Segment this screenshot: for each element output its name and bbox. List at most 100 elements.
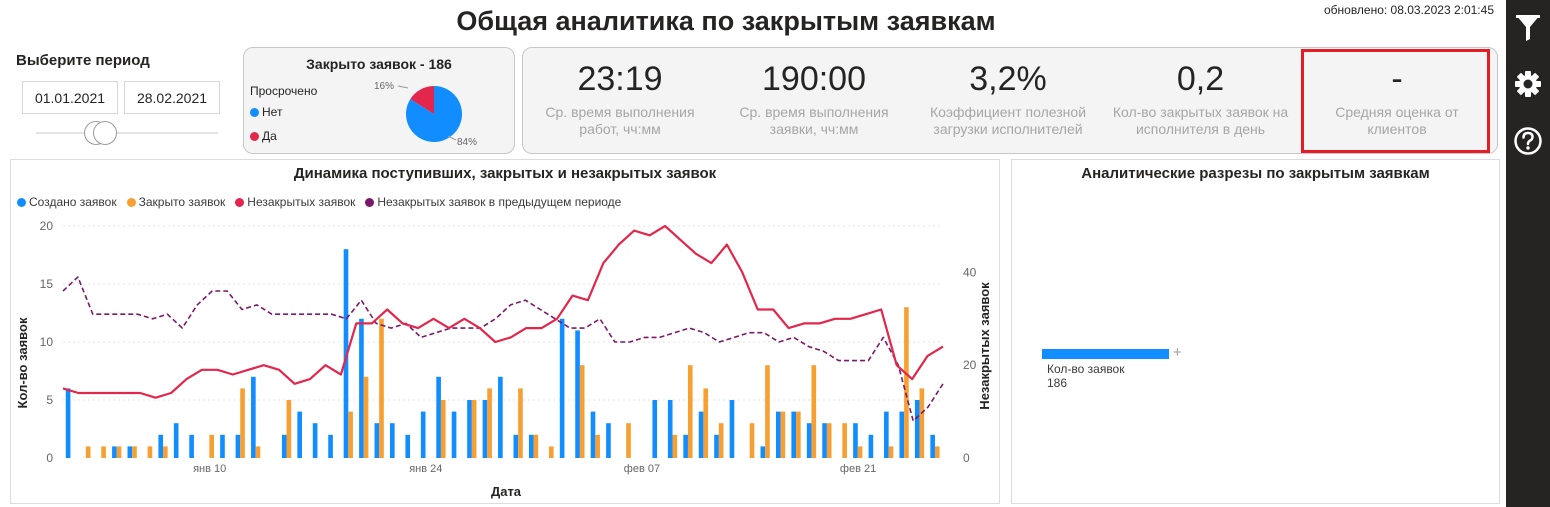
bar-closed bbox=[518, 388, 523, 458]
period-start-input[interactable]: 01.01.2021 bbox=[22, 81, 118, 114]
bar-created bbox=[374, 423, 380, 458]
bar-closed bbox=[857, 446, 863, 458]
bar-closed bbox=[826, 423, 832, 458]
bar-created bbox=[714, 434, 719, 458]
bar-created bbox=[405, 434, 411, 458]
help-icon[interactable] bbox=[1513, 126, 1543, 156]
bar-created bbox=[189, 434, 194, 458]
expand-icon[interactable]: + bbox=[1173, 344, 1182, 361]
bar-closed bbox=[780, 411, 786, 458]
bar-closed bbox=[487, 388, 492, 458]
bar-closed bbox=[240, 388, 245, 458]
bar-closed bbox=[888, 446, 894, 458]
highlight-frame bbox=[1301, 49, 1490, 153]
bar-closed bbox=[796, 411, 801, 458]
bar-closed bbox=[718, 423, 724, 458]
bar-created bbox=[775, 411, 781, 458]
x-axis-label: Дата bbox=[491, 484, 522, 499]
bar-closed bbox=[85, 446, 91, 458]
filter-icon[interactable] bbox=[1513, 13, 1543, 43]
bar-created bbox=[760, 446, 766, 458]
bar-created bbox=[328, 434, 333, 458]
kpi-closed-per-executor: 0,2 Кол-во закрытых заявок на исполнител… bbox=[1108, 48, 1293, 152]
bar-closed bbox=[471, 400, 477, 458]
legend-label: Создано заявок bbox=[29, 195, 117, 209]
bar-closed bbox=[132, 446, 137, 458]
bar-created bbox=[806, 423, 812, 458]
bar-created bbox=[389, 423, 395, 458]
pie-legend-item-no[interactable]: Нет bbox=[250, 105, 282, 119]
pie-legend-title: Просрочено bbox=[250, 84, 318, 98]
legend-item-closed[interactable]: Закрыто заявок bbox=[126, 195, 226, 209]
bar-created bbox=[420, 411, 426, 458]
bar-closed bbox=[626, 423, 631, 458]
x-tick-label: фев 21 bbox=[840, 463, 876, 475]
pie-legend-label: Нет bbox=[262, 105, 283, 119]
pie-legend-item-yes[interactable]: Да bbox=[250, 129, 277, 143]
pie-legend-dot bbox=[250, 131, 259, 141]
bar-created bbox=[451, 411, 457, 458]
bar-created bbox=[914, 400, 920, 458]
pie-chart: 16% 84% bbox=[374, 81, 477, 148]
bar-closed bbox=[363, 376, 369, 458]
bar-closed bbox=[286, 400, 292, 458]
legend-item-open-prev[interactable]: Незакрытых заявок в предыдущем периоде bbox=[365, 195, 621, 209]
line-open-prev-period bbox=[62, 276, 944, 422]
kpi-card: 23:19 Ср. время выполнения работ, чч:мм … bbox=[522, 47, 1498, 154]
kpi-label: Ср. время выполнения работ, чч:мм bbox=[545, 104, 695, 137]
bar-created bbox=[251, 376, 256, 458]
bar-closed bbox=[101, 446, 106, 458]
period-slider-end-handle[interactable] bbox=[93, 121, 117, 145]
y-tick-label: 15 bbox=[40, 277, 54, 291]
kpi-client-rating: - Средняя оценка от клиентов bbox=[1305, 48, 1489, 152]
y-tick-label: 10 bbox=[40, 335, 54, 349]
bar-created bbox=[729, 400, 735, 458]
bar-closed bbox=[842, 423, 847, 458]
pie-slice-yes[interactable] bbox=[410, 86, 434, 114]
bar-created bbox=[173, 423, 179, 458]
kpi-utilization: 3,2% Коэффициент полезной загрузки испол… bbox=[913, 48, 1103, 152]
bar-closed bbox=[579, 365, 585, 458]
bar-created bbox=[312, 423, 318, 458]
legend-label: Незакрытых заявок в предыдущем периоде bbox=[377, 195, 622, 209]
bar-created bbox=[528, 434, 534, 458]
legend-label: Закрыто заявок bbox=[138, 195, 226, 209]
bar-created bbox=[482, 400, 488, 458]
y-tick-label: 0 bbox=[46, 451, 53, 465]
kpi-label: Ср. время выполнения заявки, чч:мм bbox=[739, 104, 889, 137]
bar-closed bbox=[595, 434, 600, 458]
x-tick-label: янв 10 bbox=[193, 463, 226, 475]
dynamics-chart: 0 5 10 15 20 0 20 40 янв 10 янв 24 фев 07 фев 21 Ко… bbox=[15, 219, 992, 499]
breakdown-bar[interactable] bbox=[1042, 349, 1169, 359]
bar-closed bbox=[749, 423, 755, 458]
breakdown-panel: Аналитические разрезы по закрытым заявка… bbox=[1011, 159, 1500, 504]
bar-closed bbox=[116, 446, 122, 458]
kpi-value: - bbox=[1391, 60, 1403, 98]
bar-closed bbox=[703, 388, 709, 458]
bar-closed bbox=[440, 400, 446, 458]
kpi-label: Коэффициент полезной загрузки исполнител… bbox=[929, 104, 1087, 137]
period-end-input[interactable]: 28.02.2021 bbox=[124, 81, 220, 114]
legend-item-created[interactable]: Создано заявок bbox=[17, 195, 117, 209]
line-open-requests bbox=[62, 224, 944, 399]
kpi-value: 3,2% bbox=[969, 60, 1047, 98]
y-tick-label: 5 bbox=[46, 393, 53, 407]
bar-created bbox=[930, 434, 935, 458]
bar-created bbox=[127, 446, 133, 458]
updated-timestamp: обновлено: 08.03.2023 2:01:45 bbox=[1323, 3, 1494, 17]
bar-closed bbox=[147, 446, 153, 458]
x-tick-label: янв 24 bbox=[409, 463, 442, 475]
page-title: Общая аналитика по закрытым заявкам bbox=[456, 6, 996, 36]
bar-created bbox=[791, 411, 797, 458]
period-slider-track[interactable] bbox=[36, 132, 218, 134]
bar-created bbox=[575, 330, 580, 458]
legend-item-open[interactable]: Незакрытых заявок bbox=[235, 195, 355, 209]
bar-created bbox=[652, 400, 658, 458]
gear-icon[interactable] bbox=[1513, 69, 1543, 99]
bar-created bbox=[297, 411, 302, 458]
bar-created bbox=[112, 446, 117, 458]
y-tick-label: 20 bbox=[40, 219, 54, 233]
bar-created bbox=[235, 434, 241, 458]
bar-created bbox=[498, 376, 503, 458]
y2-tick-label: 0 bbox=[963, 451, 970, 465]
